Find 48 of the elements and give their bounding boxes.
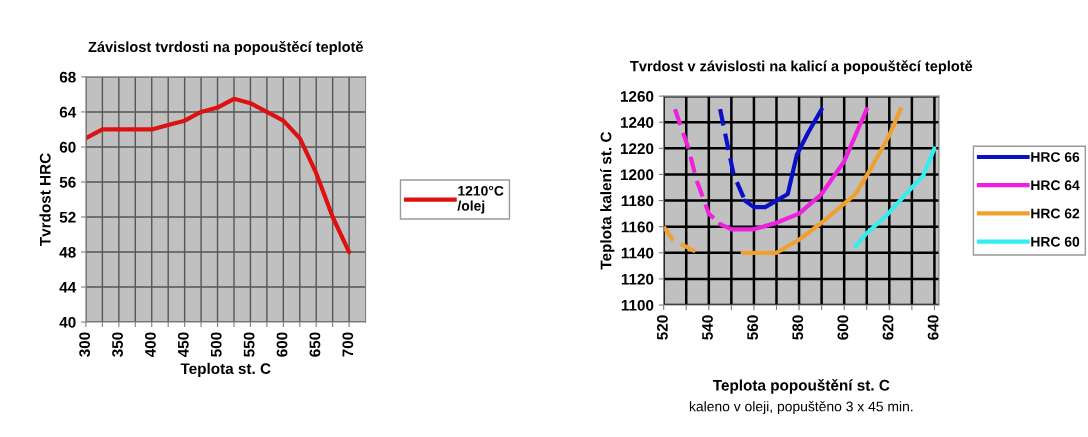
x-tick-label: 350 (112, 332, 123, 357)
x-tick-label: 600 (276, 332, 288, 357)
y-tick-label: 56 (59, 176, 76, 188)
y-tick-label: 1260 (620, 91, 654, 102)
y-tick-label: 1160 (621, 221, 654, 233)
y-tick-label: 48 (59, 246, 76, 258)
y-tick-label: 52 (59, 211, 76, 223)
chart-title: Závislost tvrdosti na popouštěcí teplotě (88, 41, 364, 55)
x-axis-title: Teplota st. C (180, 362, 271, 378)
y-axis-title: Tvrdost HRC (39, 153, 51, 246)
x-axis-title: Teplota popouštění st. C (712, 379, 890, 394)
line-series (853, 146, 937, 249)
x-tick-label: 640 (927, 315, 939, 340)
x-tick-label: 560 (747, 315, 759, 340)
x-tick-label: 400 (145, 332, 156, 358)
line-series (85, 96, 352, 255)
legend-label: HRC 62 (1031, 208, 1080, 219)
y-tick-label: 1240 (620, 117, 654, 128)
y-tick-label: 60 (59, 141, 76, 153)
x-tick-label: 700 (342, 332, 354, 357)
y-tick-label: 1120 (621, 273, 654, 285)
y-tick-label: 1100 (621, 299, 654, 311)
y-tick-label: 1140 (621, 247, 654, 259)
x-tick-label: 300 (79, 332, 91, 357)
line-series (740, 107, 903, 255)
y-tick-label: 1180 (621, 195, 654, 207)
x-tick-label: 450 (177, 332, 189, 358)
x-tick-label: 500 (210, 332, 222, 357)
legend-label: 1210°C /olej (457, 185, 504, 214)
x-tick-label: 650 (309, 332, 321, 357)
legend-label: HRC 60 (1031, 236, 1080, 247)
x-tick-label: 580 (792, 315, 804, 340)
x-tick-label: 620 (882, 315, 894, 340)
y-axis-title: Teplota kalení st. C (600, 131, 615, 270)
y-tick-label: 40 (59, 316, 76, 328)
legend-label: HRC 64 (1031, 180, 1080, 191)
legend-label: HRC 66 (1031, 152, 1080, 162)
y-tick-label: 44 (59, 282, 77, 293)
x-tick-label: 600 (837, 315, 849, 340)
y-tick-label: 68 (59, 71, 76, 83)
chart-title: Tvrdost v závislosti na kalicí a popouštěcí teplotě (630, 60, 973, 75)
y-tick-label: 1220 (620, 143, 654, 155)
x-tick-label: 540 (702, 315, 713, 340)
x-tick-label: 520 (656, 315, 668, 340)
y-tick-label: 1200 (620, 169, 654, 181)
text: kaleno v oleji, popuštěno 3 x 45 min. (689, 401, 913, 415)
x-tick-label: 550 (243, 332, 255, 357)
y-tick-label: 64 (59, 106, 77, 118)
